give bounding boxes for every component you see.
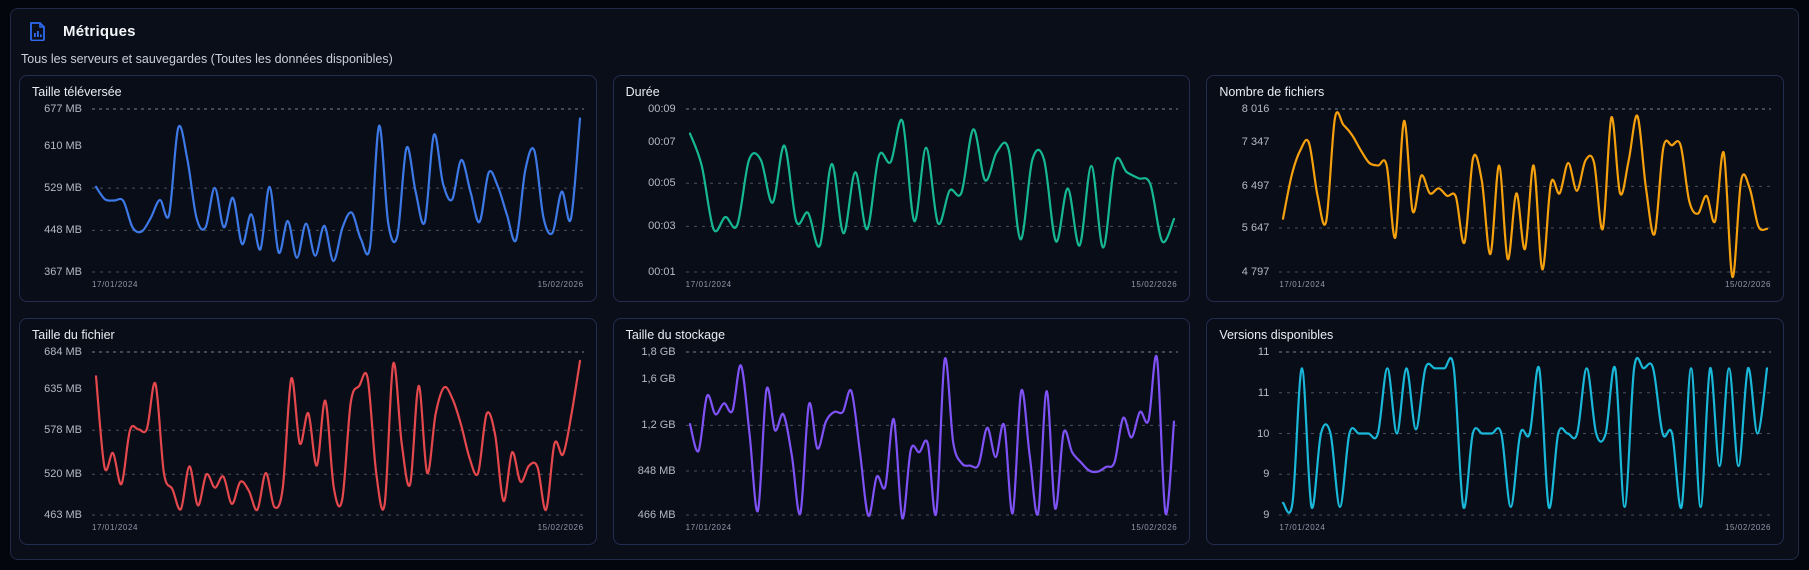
chart-card-nombre-de-fichiers: Nombre de fichiers 8 016 7 347 6 497 5 647 4 … (1206, 75, 1784, 302)
chart-title: Nombre de fichiers (1219, 85, 1325, 99)
line-series-taille-televersee (94, 117, 582, 263)
y-axis-tick-label: 00:09 (648, 103, 676, 115)
x-axis-end-label: 15/02/2026 (1724, 280, 1771, 289)
x-axis-start-label: 17/01/2024 (1279, 280, 1326, 289)
metrics-panel: Métriques Tous les serveurs et sauvegard… (10, 8, 1799, 560)
y-axis: 684 MB 635 MB 578 MB 520 MB 463 MB (32, 344, 92, 523)
y-axis-tick-label: 848 MB (637, 464, 676, 477)
y-axis-tick-label: 684 MB (44, 346, 82, 358)
file-chart-icon (29, 22, 46, 41)
y-axis-tick-label: 11 (1257, 386, 1270, 399)
y-axis-tick-label: 1,6 GB (641, 372, 676, 385)
y-axis-tick-label: 1,8 GB (641, 346, 676, 358)
x-axis-end-label: 15/02/2026 (1131, 280, 1178, 289)
chart-card-taille-du-stockage: Taille du stockage 1,8 GB 1,6 GB 1,2 GB 848 … (612, 318, 1191, 545)
y-axis-tick-label: 8 016 (1241, 103, 1270, 115)
panel-header: Métriques (11, 9, 1798, 41)
y-axis-tick-label: 6 497 (1241, 180, 1270, 193)
chart-title: Versions disponibles (1219, 328, 1334, 342)
line-chart-plot[interactable] (1279, 344, 1772, 523)
line-series-duree (688, 118, 1175, 249)
line-series-taille-du-fichier (94, 359, 582, 512)
x-axis-end-label: 15/02/2026 (1131, 523, 1178, 532)
y-axis: 677 MB 610 MB 529 MB 448 MB 367 MB (32, 101, 92, 280)
chart-title: Taille téléversée (32, 85, 122, 99)
y-axis-tick-label: 7 347 (1241, 135, 1270, 148)
x-axis-start-label: 17/01/2024 (92, 523, 139, 532)
x-axis-start-label: 17/01/2024 (1279, 523, 1326, 532)
y-axis-tick-label: 9 (1263, 509, 1270, 521)
line-chart-plot[interactable] (92, 101, 584, 280)
x-axis-start-label: 17/01/2024 (685, 523, 732, 532)
y-axis-tick-label: 520 MB (44, 468, 82, 481)
y-axis-tick-label: 466 MB (637, 509, 676, 521)
y-axis: 1,8 GB 1,6 GB 1,2 GB 848 MB 466 MB (626, 344, 686, 523)
charts-grid: Taille téléversée 677 MB 610 MB 529 MB 448 M… (11, 75, 1798, 559)
x-axis-end-label: 15/02/2026 (1724, 523, 1771, 532)
y-axis-tick-label: 463 MB (44, 509, 82, 521)
chart-card-duree: Durée 00:09 00:07 00:05 00:03 00:01 17/01/2024… (612, 75, 1191, 302)
line-series-taille-du-stockage (688, 354, 1175, 520)
chart-card-versions-disponibles: Versions disponibles 11 11 10 9 9 17/01/2024 15… (1206, 318, 1784, 545)
x-axis-start-label: 17/01/2024 (92, 280, 139, 289)
x-axis-start-label: 17/01/2024 (685, 280, 732, 289)
line-chart-plot[interactable] (685, 101, 1178, 280)
y-axis-tick-label: 4 797 (1241, 266, 1270, 278)
page-title: Métriques (63, 23, 136, 40)
line-series-nombre-de-fichiers (1282, 111, 1769, 279)
y-axis: 11 11 10 9 9 (1219, 344, 1279, 523)
y-axis-tick-label: 10 (1257, 427, 1270, 440)
y-axis-tick-label: 578 MB (44, 424, 82, 437)
x-axis-end-label: 15/02/2026 (537, 523, 584, 532)
y-axis-tick-label: 11 (1257, 346, 1270, 358)
y-axis: 8 016 7 347 6 497 5 647 4 797 (1219, 101, 1279, 280)
chart-title: Taille du fichier (32, 328, 115, 342)
y-axis-tick-label: 367 MB (44, 266, 82, 278)
y-axis-tick-label: 610 MB (44, 139, 82, 152)
y-axis-tick-label: 5 647 (1241, 221, 1270, 234)
y-axis-tick-label: 529 MB (44, 182, 82, 195)
chart-title: Taille du stockage (625, 328, 726, 342)
line-chart-plot[interactable] (1279, 101, 1772, 280)
line-series-versions-disponibles (1282, 357, 1769, 514)
y-axis-tick-label: 1,2 GB (641, 419, 676, 432)
chart-card-taille-televersee: Taille téléversée 677 MB 610 MB 529 MB 448 M… (19, 75, 597, 302)
panel-subtitle: Tous les serveurs et sauvegardes (Toutes… (21, 52, 393, 66)
y-axis-tick-label: 677 MB (44, 103, 82, 115)
y-axis: 00:09 00:07 00:05 00:03 00:01 (626, 101, 686, 280)
x-axis-end-label: 15/02/2026 (537, 280, 584, 289)
y-axis-tick-label: 00:07 (648, 135, 676, 148)
y-axis-tick-label: 448 MB (44, 224, 82, 237)
chart-title: Durée (625, 85, 660, 99)
y-axis-tick-label: 00:05 (648, 177, 676, 190)
line-chart-plot[interactable] (685, 344, 1178, 523)
y-axis-tick-label: 9 (1263, 468, 1270, 481)
y-axis-tick-label: 00:01 (648, 266, 676, 278)
line-chart-plot[interactable] (92, 344, 584, 523)
y-axis-tick-label: 00:03 (648, 220, 676, 233)
chart-card-taille-du-fichier: Taille du fichier 684 MB 635 MB 578 MB 520 M… (19, 318, 597, 545)
y-axis-tick-label: 635 MB (44, 382, 82, 395)
